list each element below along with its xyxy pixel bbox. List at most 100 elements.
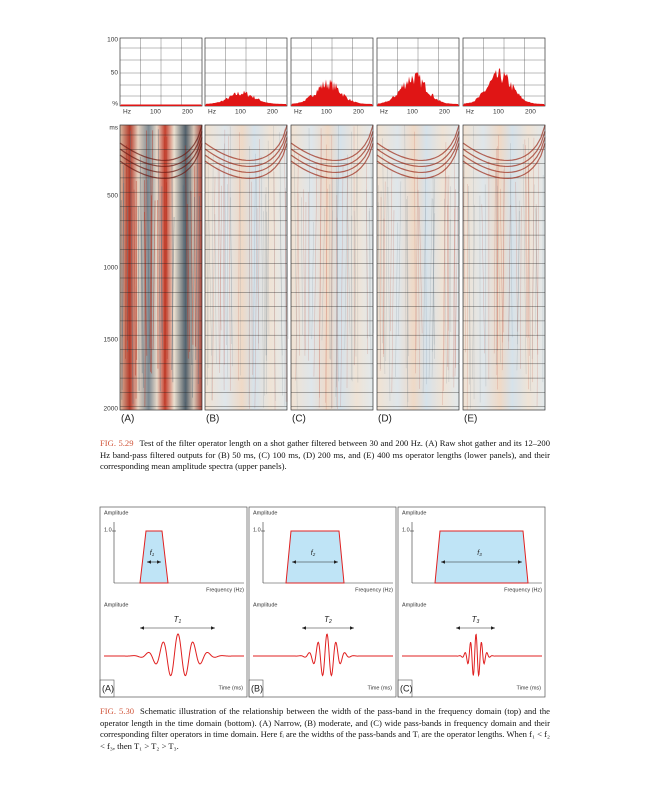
trace: [166, 182, 168, 360]
trace: [331, 210, 333, 409]
trace: [224, 143, 227, 346]
trace: [531, 184, 535, 360]
trace: [419, 207, 423, 334]
seismic-frame: [376, 124, 460, 411]
first-break: [204, 131, 288, 168]
trace: [501, 165, 505, 371]
trace: [137, 206, 140, 391]
trace: [453, 156, 456, 368]
trace: [350, 215, 353, 381]
arrow-head: [456, 626, 495, 630]
spectrum: [205, 90, 287, 106]
x-tick-label: Hz: [380, 109, 388, 116]
axis-label: Amplitude: [104, 510, 128, 516]
panel-label: (A): [102, 683, 114, 693]
band-width-label: f2: [311, 550, 316, 557]
trace: [297, 193, 300, 356]
trace: [484, 184, 487, 387]
trace: [395, 222, 398, 378]
trace: [508, 204, 511, 350]
first-break: [290, 131, 374, 168]
trace: [129, 130, 134, 404]
seismic-panel: [376, 124, 460, 411]
x-tick-label: 200: [267, 109, 278, 116]
trace: [390, 170, 393, 332]
trace: [157, 129, 161, 392]
trace: [532, 137, 535, 383]
spectrum: [377, 72, 459, 106]
symbol: f: [477, 550, 480, 557]
seismic-frame: [119, 124, 203, 411]
trace: [366, 161, 368, 355]
caption-label: FIG. 5.29: [100, 438, 134, 448]
trace: [193, 165, 196, 347]
panel-label: (E): [464, 414, 477, 425]
trace: [294, 145, 298, 410]
trace: [273, 171, 276, 410]
subscript: 3: [477, 619, 480, 625]
trace: [473, 126, 475, 400]
trace: [252, 153, 256, 378]
spectrum: [291, 79, 373, 106]
caption-text: Schematic illustration of the relationsh…: [100, 706, 550, 751]
trace: [353, 169, 357, 365]
trace: [160, 206, 164, 350]
trace: [535, 208, 539, 340]
first-break: [290, 143, 374, 180]
trace: [453, 189, 456, 388]
y-tick-label: %: [112, 101, 118, 108]
trace: [516, 211, 520, 371]
trace: [340, 165, 344, 407]
trace: [184, 145, 189, 359]
caption: FIG. 5.29 Test of the filter operator len…: [100, 438, 550, 473]
subscript: 2: [312, 552, 316, 557]
trace: [535, 204, 539, 355]
x-tick-label: 100: [150, 109, 161, 116]
trace: [524, 139, 527, 338]
trace: [260, 155, 264, 408]
x-tick-label: 200: [525, 109, 536, 116]
trace: [510, 143, 513, 338]
trace: [208, 209, 212, 356]
trace: [171, 216, 175, 370]
first-break: [290, 125, 374, 162]
trace: [212, 176, 216, 401]
trace: [313, 164, 318, 377]
trace: [265, 194, 267, 356]
trace: [404, 125, 407, 369]
spectrum: [120, 104, 202, 106]
trace: [319, 128, 322, 398]
trace: [382, 138, 386, 374]
x-tick-label: 100: [407, 109, 418, 116]
operator-length-label: T2: [324, 615, 332, 625]
trace: [126, 208, 131, 341]
trace: [472, 204, 475, 380]
trace: [415, 175, 418, 351]
trace: [346, 169, 348, 388]
caption: FIG. 5.30 Schematic illustration of the r…: [100, 706, 550, 752]
subscript: 3: [479, 552, 482, 557]
trace: [140, 156, 143, 374]
trace: [258, 139, 260, 350]
trace: [146, 179, 151, 363]
trace: [325, 188, 328, 403]
trace: [335, 165, 339, 382]
first-break: [119, 137, 203, 174]
pass-band: [285, 530, 345, 584]
trace: [284, 187, 286, 406]
axis-label: Time (ms): [516, 685, 541, 691]
operator-length-label: T3: [472, 615, 480, 625]
seismic-panel: [204, 124, 289, 411]
subscript: 2: [328, 619, 332, 625]
axis-label: Time (ms): [367, 685, 392, 691]
trace: [446, 176, 449, 331]
arrow-head: [147, 560, 161, 564]
trace: [143, 180, 146, 335]
trace: [222, 149, 225, 391]
trace: [303, 189, 306, 356]
x-tick-label: 200: [353, 109, 364, 116]
trace: [452, 208, 455, 378]
trace: [335, 149, 339, 397]
panel-label: (D): [378, 414, 392, 425]
